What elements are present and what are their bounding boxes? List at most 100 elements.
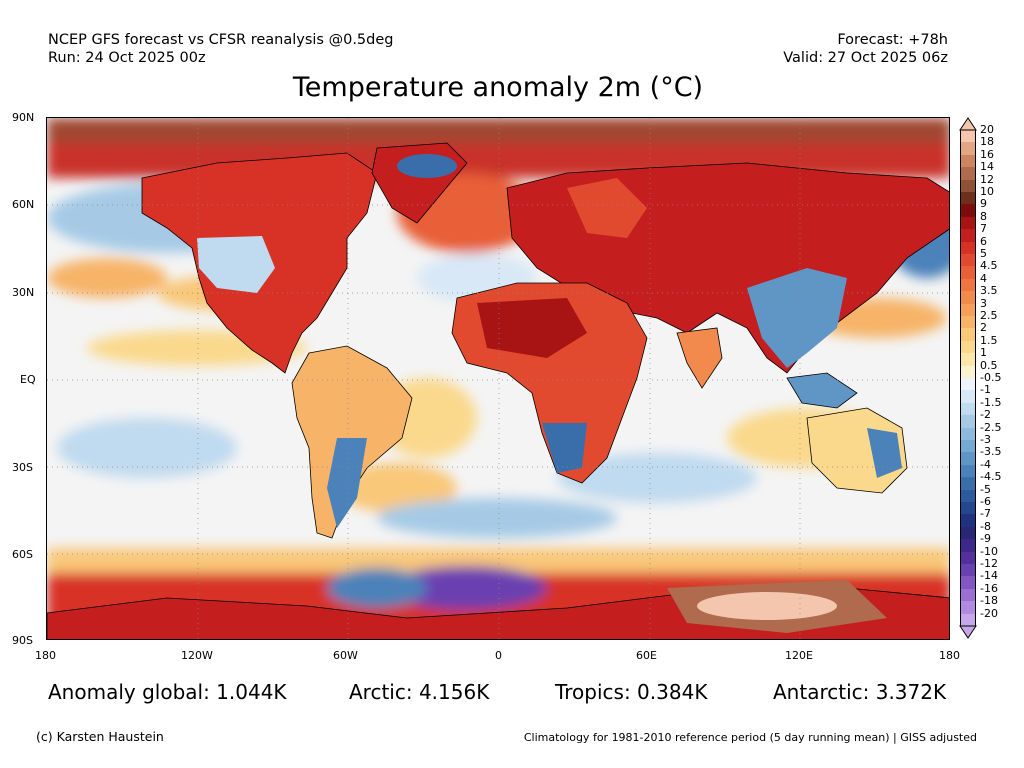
colorbar-label: -10 xyxy=(980,544,998,558)
colorbar-label: 3 xyxy=(980,296,987,310)
colorbar-swatch xyxy=(961,291,975,305)
colorbar-swatch xyxy=(961,427,975,441)
colorbar-label: 6 xyxy=(980,234,987,248)
graticule xyxy=(47,118,949,639)
colorbar-swatch xyxy=(961,514,975,528)
colorbar-swatch xyxy=(961,613,975,627)
colorbar-label: -1.5 xyxy=(980,395,1002,409)
lon-label: 120E xyxy=(785,649,813,662)
lat-label: 90S xyxy=(12,634,33,647)
colorbar-swatch xyxy=(961,154,975,168)
colorbar-label: 2.5 xyxy=(980,309,998,322)
colorbar-label: -20 xyxy=(980,606,998,620)
continents xyxy=(47,142,949,639)
lon-label: 180 xyxy=(35,649,56,662)
colorbar-label: 12 xyxy=(980,172,994,186)
colorbar-label: 8 xyxy=(980,209,987,223)
forecast-hour: Forecast: +78h xyxy=(837,32,948,48)
colorbar-label: 5 xyxy=(980,247,987,260)
colorbar-swatch xyxy=(961,415,975,429)
colorbar-swatch xyxy=(961,167,975,181)
colorbar-swatch xyxy=(961,539,975,553)
lon-label: 60W xyxy=(333,649,358,662)
colorbar-swatch xyxy=(961,601,975,615)
colorbar-min-arrow xyxy=(959,625,977,639)
colorbar-label: -12 xyxy=(980,557,998,570)
colorbar-swatch xyxy=(961,452,975,466)
stat-global: Anomaly global: 1.044K xyxy=(48,680,287,704)
colorbar-swatch xyxy=(961,216,975,230)
us-west-cool-area xyxy=(197,236,275,293)
colorbar-swatch xyxy=(961,204,975,218)
colorbar-swatch xyxy=(961,378,975,391)
colorbar-label: -3 xyxy=(980,433,991,446)
colorbar-label: 4.5 xyxy=(980,259,998,273)
colorbar-label: 1.5 xyxy=(980,333,998,347)
colorbar-label: 1 xyxy=(980,346,987,360)
colorbar-swatch xyxy=(961,254,975,267)
colorbar-label: -2.5 xyxy=(980,420,1002,434)
map-title: Temperature anomaly 2m (°C) xyxy=(292,72,704,103)
colorbar-label: 20 xyxy=(980,123,994,136)
lat-label: 30N xyxy=(12,286,35,299)
lat-label: 60N xyxy=(12,198,35,211)
colorbar-swatch xyxy=(961,278,975,292)
colorbar-swatch xyxy=(961,340,975,354)
colorbar-label: -18 xyxy=(980,594,998,608)
colorbar-label: -4.5 xyxy=(980,470,1002,484)
colorbar-label: -9 xyxy=(980,532,991,546)
colorbar-label: 14 xyxy=(980,160,994,174)
colorbar-label: -5 xyxy=(980,482,991,496)
colorbar-swatch xyxy=(961,588,975,602)
colorbar-label: 16 xyxy=(980,147,994,161)
colorbar-swatch xyxy=(961,502,975,515)
colorbar-label: 3.5 xyxy=(980,284,998,298)
colorbar-label: 7 xyxy=(980,222,987,236)
colorbar-swatch xyxy=(961,328,975,342)
valid-time: Valid: 27 Oct 2025 06z xyxy=(783,50,948,66)
lat-label: 90N xyxy=(12,111,35,124)
colorbar-swatch xyxy=(961,142,975,156)
lon-label: 180 xyxy=(939,649,960,662)
stat-arctic: Arctic: 4.156K xyxy=(349,680,490,704)
colorbar-swatch xyxy=(961,402,975,416)
lat-label: 30S xyxy=(12,461,33,474)
colorbar-swatch xyxy=(961,526,975,540)
lon-label: 0 xyxy=(495,649,502,662)
colorbar-swatch xyxy=(961,130,975,143)
colorbar-label: 4 xyxy=(980,271,987,285)
colorbar-swatch xyxy=(961,365,975,379)
colorbar-swatch xyxy=(961,464,975,478)
run-time: Run: 24 Oct 2025 00z xyxy=(48,50,206,66)
stat-tropics: Tropics: 0.384K xyxy=(555,680,708,704)
colorbar-label: -16 xyxy=(980,581,998,595)
lon-label: 120W xyxy=(181,649,213,662)
colorbar-swatch xyxy=(961,179,975,193)
stat-antarctic: Antarctic: 3.372K xyxy=(773,680,947,704)
colorbar-swatch xyxy=(961,576,975,590)
colorbar-label: -0.5 xyxy=(980,371,1002,384)
lon-label: 60E xyxy=(636,649,657,662)
colorbar-swatch xyxy=(961,440,975,453)
colorbar-swatch xyxy=(961,241,975,255)
colorbar-swatch xyxy=(961,477,975,491)
colorbar-label: 10 xyxy=(980,185,994,198)
colorbar-swatch xyxy=(961,390,975,404)
colorbar-swatch xyxy=(961,489,975,503)
colorbar-label: -2 xyxy=(980,408,991,422)
colorbar-label: -1 xyxy=(980,383,991,397)
colorbar-label: 18 xyxy=(980,135,994,149)
lat-label: 60S xyxy=(12,548,33,561)
colorbar-swatch xyxy=(961,266,975,280)
colorbar-label: -7 xyxy=(980,507,991,521)
colorbar-label: 2 xyxy=(980,321,987,335)
colorbar-swatch xyxy=(961,353,975,367)
colorbar-swatch xyxy=(961,316,975,329)
colorbar-label: -4 xyxy=(980,457,991,471)
colorbar-label: 0.5 xyxy=(980,358,998,372)
colorbar-swatch xyxy=(961,564,975,577)
colorbar-swatch xyxy=(961,303,975,317)
colorbar-label: -8 xyxy=(980,519,991,533)
maritime-continent xyxy=(786,372,858,409)
colorbar-swatch xyxy=(961,229,975,243)
